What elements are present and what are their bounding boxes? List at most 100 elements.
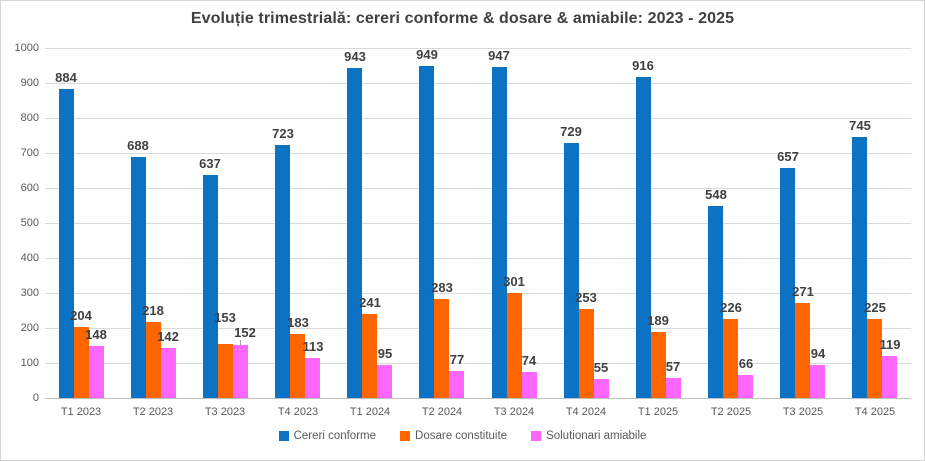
data-label-cereri-conforme: 657	[777, 149, 799, 164]
data-label-solutionari-amiabile: 142	[157, 329, 179, 344]
bar-solutionari-amiabile	[810, 365, 825, 398]
bar-solutionari-amiabile	[161, 348, 176, 398]
x-axis-category-label: T1 2025	[637, 406, 679, 418]
data-label-cereri-conforme: 729	[560, 124, 582, 139]
bar-solutionari-amiabile	[882, 356, 897, 398]
x-axis-category-label: T3 2024	[493, 406, 535, 418]
data-label-cereri-conforme: 637	[199, 156, 221, 171]
data-label-solutionari-amiabile: 113	[302, 339, 324, 354]
gridline	[45, 398, 911, 399]
bar-dosare-constituite	[795, 303, 810, 398]
y-axis-tick-label: 1000	[14, 42, 39, 54]
x-axis-category-label: T4 2023	[277, 406, 319, 418]
data-label-cereri-conforme: 723	[272, 126, 294, 141]
data-label-solutionari-amiabile: 66	[738, 356, 754, 371]
y-axis-tick-label: 500	[20, 217, 39, 229]
gridline	[45, 223, 911, 224]
bar-solutionari-amiabile	[666, 378, 681, 398]
data-label-dosare-constituite: 153	[214, 310, 236, 325]
bar-dosare-constituite	[218, 344, 233, 398]
data-label-dosare-constituite: 183	[287, 315, 309, 330]
y-axis-tick-label: 800	[20, 112, 39, 124]
label-leader-line	[240, 340, 241, 345]
bar-solutionari-amiabile	[449, 371, 464, 398]
data-label-dosare-constituite: 283	[431, 280, 453, 295]
data-label-solutionari-amiabile: 94	[810, 346, 826, 361]
bar-dosare-constituite	[579, 309, 594, 398]
x-axis-category-label: T2 2024	[421, 406, 463, 418]
y-axis-tick-label: 200	[20, 322, 39, 334]
bar-dosare-constituite	[867, 319, 882, 398]
gridline	[45, 48, 911, 49]
data-label-solutionari-amiabile: 95	[377, 346, 393, 361]
bar-solutionari-amiabile	[522, 372, 537, 398]
bar-cereri-conforme	[203, 175, 218, 398]
bar-cereri-conforme	[852, 137, 867, 398]
bar-solutionari-amiabile	[89, 346, 104, 398]
legend-item-cereri-conforme: Cereri conforme	[278, 430, 377, 442]
y-axis-tick-label: 900	[20, 77, 39, 89]
gridline	[45, 153, 911, 154]
data-label-cereri-conforme: 947	[488, 48, 510, 63]
data-label-dosare-constituite: 218	[142, 303, 164, 318]
data-label-dosare-constituite: 241	[359, 295, 381, 310]
legend-swatch-icon	[531, 431, 542, 441]
bar-dosare-constituite	[723, 319, 738, 398]
data-label-solutionari-amiabile: 148	[85, 327, 107, 342]
legend-label: Solutionari amiabile	[546, 430, 647, 442]
x-axis-category-label: T1 2024	[349, 406, 391, 418]
bar-cereri-conforme	[59, 89, 74, 398]
gridline	[45, 83, 911, 84]
y-axis-tick-label: 0	[32, 392, 39, 404]
gridline	[45, 258, 911, 259]
bar-cereri-conforme	[708, 206, 723, 398]
bar-dosare-constituite	[507, 293, 522, 398]
data-label-solutionari-amiabile: 57	[665, 359, 681, 374]
data-label-solutionari-amiabile: 55	[593, 360, 609, 375]
data-label-cereri-conforme: 949	[416, 47, 438, 62]
y-axis-tick-label: 600	[20, 182, 39, 194]
gridline	[45, 293, 911, 294]
data-label-cereri-conforme: 943	[344, 49, 366, 64]
bar-dosare-constituite	[434, 299, 449, 398]
bar-cereri-conforme	[564, 143, 579, 398]
bar-dosare-constituite	[362, 314, 377, 398]
bar-dosare-constituite	[290, 334, 305, 398]
bar-cereri-conforme	[275, 145, 290, 398]
data-label-dosare-constituite: 301	[503, 274, 525, 289]
bar-cereri-conforme	[131, 157, 146, 398]
bar-cereri-conforme	[419, 66, 434, 398]
bar-dosare-constituite	[74, 327, 89, 398]
x-axis-category-label: T2 2023	[132, 406, 174, 418]
bar-solutionari-amiabile	[233, 345, 248, 398]
data-label-solutionari-amiabile: 152	[234, 325, 256, 340]
data-label-cereri-conforme: 916	[632, 58, 654, 73]
chart-legend: Cereri conforme Dosare constituite Solutio…	[1, 430, 924, 442]
legend-item-dosare-constituite: Dosare constituite	[400, 430, 507, 442]
bar-cereri-conforme	[636, 77, 651, 398]
legend-swatch-icon	[278, 431, 289, 441]
y-axis-tick-label: 400	[20, 252, 39, 264]
chart-title: Evoluție trimestrială: cereri conforme &…	[190, 10, 735, 27]
bar-cereri-conforme	[492, 67, 507, 398]
data-label-cereri-conforme: 745	[849, 118, 871, 133]
gridline	[45, 118, 911, 119]
data-label-cereri-conforme: 548	[705, 187, 727, 202]
x-axis-category-label: T3 2023	[204, 406, 246, 418]
bar-dosare-constituite	[146, 322, 161, 398]
x-axis-category-label: T4 2025	[854, 406, 896, 418]
data-label-dosare-constituite: 204	[70, 308, 92, 323]
bar-solutionari-amiabile	[377, 365, 392, 398]
y-axis-tick-label: 100	[20, 357, 39, 369]
gridline	[45, 188, 911, 189]
x-axis-category-label: T3 2025	[782, 406, 824, 418]
gridline	[45, 363, 911, 364]
data-label-dosare-constituite: 225	[864, 300, 886, 315]
legend-label: Cereri conforme	[293, 430, 377, 442]
bar-solutionari-amiabile	[738, 375, 753, 398]
bar-solutionari-amiabile	[305, 358, 320, 398]
data-label-solutionari-amiabile: 74	[521, 353, 537, 368]
data-label-solutionari-amiabile: 77	[449, 352, 465, 367]
legend-label: Dosare constituite	[415, 430, 508, 442]
data-label-dosare-constituite: 189	[647, 313, 669, 328]
